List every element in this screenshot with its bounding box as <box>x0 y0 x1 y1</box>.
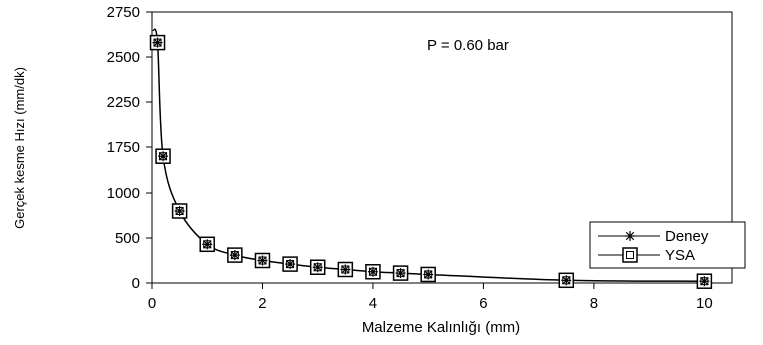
y-axis-title: Gerçek kesme Hızı (mm/dk) <box>12 67 27 229</box>
y-tick-label: 2500 <box>107 49 140 66</box>
y-tick-label: 2750 <box>107 4 140 21</box>
x-axis-title: Malzeme Kalınlığı (mm) <box>362 319 520 336</box>
legend-box <box>589 221 746 269</box>
data-point-deney <box>312 262 323 273</box>
x-tick-label: 4 <box>369 295 377 312</box>
data-point-deney <box>257 255 268 266</box>
y-tick-label: 1000 <box>107 185 140 202</box>
legend-marker-deney <box>625 231 635 241</box>
x-tick-label: 10 <box>696 295 713 312</box>
legend-label-deney: Deney <box>665 228 709 245</box>
data-point-deney <box>423 269 434 280</box>
x-tick-label: 8 <box>590 295 598 312</box>
data-point-deney <box>285 259 296 270</box>
y-tick-label: 2250 <box>107 94 140 111</box>
marker-layer <box>149 34 713 289</box>
data-point-deney <box>561 275 572 286</box>
data-point-deney <box>395 268 406 279</box>
x-tick-label: 6 <box>479 295 487 312</box>
y-tick-label: 0 <box>132 275 140 292</box>
legend-marker-ysa <box>622 247 638 263</box>
data-point-deney <box>174 206 185 216</box>
legend: Deney YSA <box>589 221 746 269</box>
data-point-deney <box>158 151 169 162</box>
data-point-deney <box>340 264 351 275</box>
y-tick-label: 1750 <box>107 139 140 156</box>
x-tick-label: 2 <box>258 295 266 312</box>
x-axis-ticks: 0 2 4 6 8 10 <box>148 283 713 312</box>
data-point-deney <box>699 276 710 287</box>
legend-asterisk-icon <box>625 231 635 241</box>
data-point-deney <box>367 266 378 277</box>
data-point-deney <box>202 239 213 250</box>
y-tick-label: 500 <box>115 230 140 247</box>
pressure-annotation: P = 0.60 bar <box>427 37 509 54</box>
y-axis-ticks: 0 500 1000 1750 2250 2500 2750 <box>107 4 152 292</box>
data-point-deney <box>152 37 163 48</box>
legend-label-ysa: YSA <box>665 247 695 264</box>
x-tick-label: 0 <box>148 295 156 312</box>
legend-square-icon <box>622 247 638 263</box>
data-point-deney <box>229 250 240 261</box>
